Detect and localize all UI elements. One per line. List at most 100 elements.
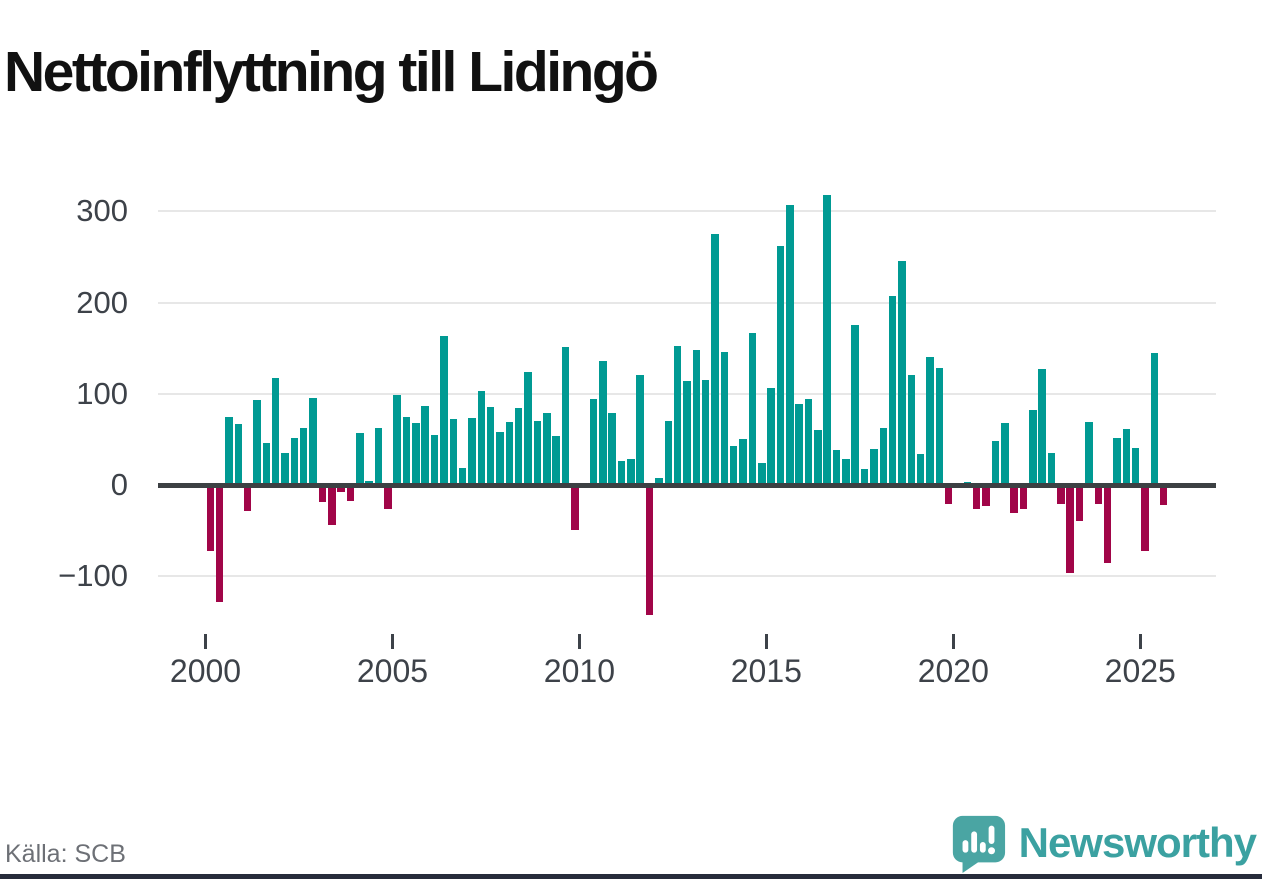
bar — [711, 234, 719, 485]
source-text: Källa: SCB — [5, 840, 126, 868]
y-axis-label: 200 — [76, 284, 128, 320]
bar — [393, 394, 401, 485]
bar — [683, 381, 691, 485]
newsworthy-bubble-icon — [952, 815, 1005, 873]
bar — [758, 463, 766, 485]
bottom-accent-strip — [0, 874, 1262, 879]
bar — [1150, 352, 1159, 485]
bar — [328, 485, 336, 526]
newsworthy-logo: Newsworthy — [949, 812, 1257, 874]
bar — [860, 468, 869, 485]
bar — [262, 443, 271, 485]
bar — [673, 346, 682, 485]
bar — [412, 422, 420, 485]
x-axis-tick — [1138, 634, 1142, 649]
bar — [552, 435, 560, 485]
x-axis-label: 2000 — [169, 653, 242, 689]
bar — [1103, 485, 1112, 563]
x-axis-label: 2025 — [1104, 653, 1176, 689]
y-axis-label: 100 — [76, 375, 128, 411]
bar — [281, 453, 289, 485]
bar — [234, 423, 243, 485]
bar — [1085, 422, 1093, 485]
bar — [926, 357, 934, 485]
x-axis-label: 2020 — [917, 653, 989, 689]
bar — [786, 205, 794, 485]
bar — [271, 378, 280, 485]
bar — [356, 433, 364, 485]
y-axis-label: 300 — [76, 193, 128, 229]
y-axis-label: 0 — [110, 467, 128, 502]
bar — [608, 412, 616, 485]
bar — [767, 388, 775, 485]
bar — [1019, 485, 1028, 509]
bar — [1131, 447, 1140, 485]
bar — [318, 485, 327, 503]
bar — [533, 421, 542, 485]
bar — [879, 428, 888, 485]
bar — [1141, 485, 1149, 551]
bar — [384, 485, 392, 509]
bar — [701, 380, 710, 485]
bar — [823, 194, 831, 485]
bar — [739, 439, 747, 485]
bar — [729, 445, 738, 485]
bar — [243, 485, 252, 512]
newsworthy-wordmark: Newsworthy — [1018, 819, 1257, 866]
y-axis-label: −100 — [58, 558, 128, 594]
gridline — [158, 301, 1216, 304]
bar — [1010, 485, 1018, 514]
bar — [1075, 485, 1084, 522]
x-axis-tick — [204, 634, 207, 649]
bar — [636, 374, 644, 485]
zero-axis-line — [158, 482, 1216, 488]
bar — [982, 485, 990, 506]
bar — [655, 477, 663, 485]
bar — [505, 422, 514, 485]
bar — [253, 400, 261, 485]
bar — [225, 416, 233, 485]
bar — [776, 246, 785, 485]
x-axis-label: 2015 — [730, 653, 802, 689]
bar — [299, 427, 308, 485]
bar — [1066, 485, 1074, 574]
bar — [645, 485, 654, 616]
bar — [290, 437, 299, 485]
bar — [916, 453, 925, 485]
bar — [898, 260, 906, 485]
bar — [991, 441, 1000, 485]
bar — [851, 325, 859, 485]
bar — [309, 398, 317, 485]
bar — [449, 419, 458, 485]
bar — [215, 485, 224, 602]
bar — [543, 412, 551, 485]
bar — [842, 458, 850, 485]
bar — [337, 485, 345, 493]
x-axis-tick — [390, 634, 394, 649]
bar — [468, 418, 476, 485]
bar — [888, 296, 897, 485]
gridline — [158, 210, 1216, 213]
bar — [814, 430, 822, 485]
bar — [571, 485, 579, 530]
bar — [1094, 485, 1102, 505]
bar — [1029, 410, 1037, 485]
x-axis-label: 2010 — [543, 653, 615, 689]
bar — [972, 485, 981, 509]
bar — [599, 360, 607, 485]
bar — [907, 374, 916, 485]
bar — [944, 485, 953, 505]
bar — [1113, 437, 1121, 485]
bar — [804, 399, 813, 485]
bar — [1047, 453, 1056, 485]
x-axis-label: 2005 — [356, 653, 429, 689]
bar — [514, 408, 523, 485]
bar — [1038, 369, 1046, 485]
bar — [561, 347, 570, 485]
bar — [477, 391, 486, 485]
bar — [206, 485, 214, 551]
bar — [935, 368, 944, 485]
page-title: Nettoinflyttning till Lidingö — [4, 40, 659, 105]
x-axis-tick — [764, 634, 768, 649]
